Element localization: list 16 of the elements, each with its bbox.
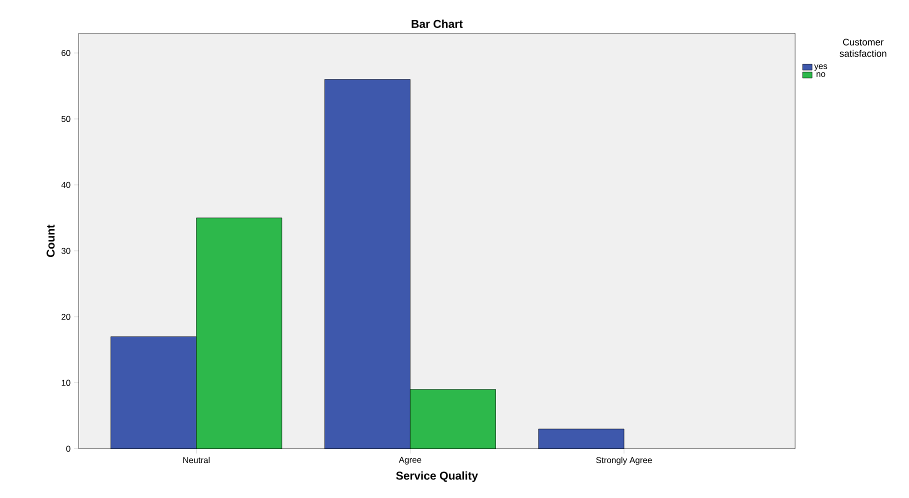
legend-label: no bbox=[816, 72, 826, 77]
y-tick-label: 40 bbox=[61, 182, 70, 188]
y-tick-label: 20 bbox=[62, 314, 70, 320]
legend-label: yes bbox=[814, 64, 828, 71]
y-tick-label: 30 bbox=[61, 248, 70, 254]
x-tick-label: Agree bbox=[398, 456, 422, 464]
y-axis-title: Count bbox=[46, 224, 55, 257]
y-tick-label: 50 bbox=[62, 116, 70, 122]
chart-title: Bar Chart bbox=[412, 20, 463, 28]
y-tick-label: 0 bbox=[66, 446, 70, 452]
y-tick-label: 60 bbox=[62, 50, 70, 56]
x-tick-label: Strongly Agree bbox=[596, 456, 652, 465]
legend-title: Customer satisfaction bbox=[840, 38, 886, 57]
y-tick-label: 10 bbox=[62, 380, 70, 386]
x-axis-title: Service Quality bbox=[396, 471, 478, 482]
x-tick-label: Neutral bbox=[183, 456, 210, 464]
